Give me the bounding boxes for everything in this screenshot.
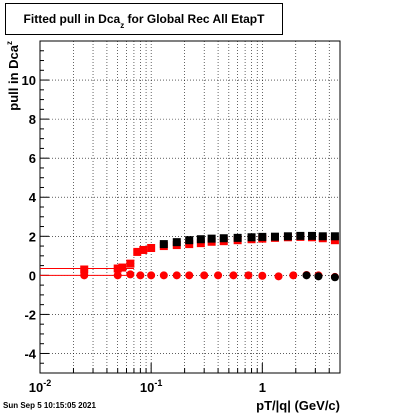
title-main: Fitted pull in Dca bbox=[23, 12, 121, 26]
y-tick-label: -2 bbox=[24, 307, 36, 322]
data-point-square bbox=[247, 233, 256, 242]
y-tick-label: 0 bbox=[29, 268, 36, 283]
data-point-square bbox=[296, 231, 305, 240]
data-point-square bbox=[330, 232, 339, 241]
x-axis-label: pT/|q| (GeV/c) bbox=[256, 398, 340, 413]
data-point-square bbox=[283, 232, 292, 241]
data-point-square bbox=[185, 236, 194, 245]
data-point-square bbox=[113, 264, 122, 273]
y-tick-label: 10 bbox=[22, 73, 36, 88]
data-point-square bbox=[318, 232, 327, 241]
data-point-circle bbox=[314, 272, 323, 281]
data-point-circle bbox=[214, 271, 223, 280]
data-point-circle bbox=[147, 271, 156, 280]
data-point-square bbox=[207, 234, 216, 243]
data-point-square bbox=[139, 245, 148, 254]
data-point-circle bbox=[244, 271, 253, 280]
y-tick-label: 8 bbox=[29, 112, 36, 127]
data-point-circle bbox=[113, 271, 122, 280]
timestamp: Sun Sep 5 10:15:05 2021 bbox=[3, 401, 96, 410]
y-tick-label: -4 bbox=[24, 346, 36, 361]
title-suffix: for Global Rec All EtapT bbox=[124, 12, 265, 26]
data-point-circle bbox=[136, 271, 145, 280]
grid bbox=[39, 41, 341, 373]
data-point-square bbox=[258, 232, 267, 241]
data-point-square bbox=[219, 234, 228, 243]
data-marks bbox=[40, 231, 339, 282]
title-subscript: z bbox=[120, 21, 125, 30]
plot-frame bbox=[39, 40, 341, 374]
data-point-circle bbox=[274, 272, 283, 281]
x-tick-label: 10-2 bbox=[29, 378, 51, 395]
data-point-circle bbox=[80, 271, 89, 280]
data-point-circle bbox=[185, 271, 194, 280]
data-point-circle bbox=[159, 271, 168, 280]
y-tick-label: 6 bbox=[29, 151, 36, 166]
data-point-square bbox=[308, 231, 317, 240]
data-point-circle bbox=[200, 271, 209, 280]
data-point-square bbox=[196, 235, 205, 244]
x-tick-label: 10-1 bbox=[140, 378, 162, 395]
chart-title: Fitted pull in Dcaz for Global Rec All E… bbox=[6, 12, 282, 30]
data-point-square bbox=[159, 240, 168, 249]
y-tick-label: 4 bbox=[29, 190, 37, 205]
data-point-square bbox=[133, 247, 142, 256]
y-axis-label: pull in Dcaz bbox=[5, 41, 21, 111]
data-point-square bbox=[147, 244, 156, 253]
data-point-square bbox=[118, 263, 127, 272]
data-point-circle bbox=[289, 271, 298, 280]
y-tick-label: 2 bbox=[29, 229, 36, 244]
data-point-square bbox=[126, 259, 135, 268]
axes: -4 -2 0 2 4 6 8 10 10-2 10-1 1 bbox=[22, 40, 341, 395]
data-point-circle bbox=[126, 270, 135, 279]
data-point-circle bbox=[330, 273, 339, 282]
x-tick-label: 1 bbox=[259, 380, 266, 395]
data-point-circle bbox=[302, 271, 311, 280]
data-point-square bbox=[80, 265, 89, 274]
data-point-square bbox=[172, 238, 181, 247]
data-point-circle bbox=[172, 271, 181, 280]
data-point-circle bbox=[229, 271, 238, 280]
title-box: Fitted pull in Dcaz for Global Rec All E… bbox=[5, 3, 283, 35]
data-point-circle bbox=[258, 271, 267, 280]
data-point-square bbox=[233, 233, 242, 242]
data-point-square bbox=[270, 232, 279, 241]
